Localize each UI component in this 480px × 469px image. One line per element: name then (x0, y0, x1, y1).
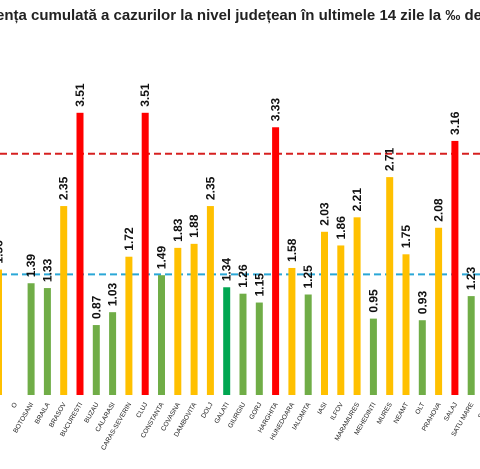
bar-satu-mare (467, 296, 475, 395)
value-label-brasov: 2.35 (57, 176, 71, 200)
value-label-constanta: 1.49 (155, 246, 169, 270)
chart-title: ența cumulată a cazurilor la nivel județ… (0, 7, 480, 24)
bar-hunedoara (288, 267, 296, 395)
category-label-neamt: NEAMT (393, 402, 411, 425)
category-label-dolj: DOLJ (200, 402, 214, 420)
bar-brasov (60, 206, 68, 395)
value-label-olt: 0.93 (415, 291, 429, 315)
category-label-o: O (10, 402, 19, 410)
bar-salaj (451, 140, 459, 395)
bar-cluj (141, 112, 149, 396)
value-label-satu-mare: 1.23 (464, 266, 478, 290)
bar-prahova (435, 227, 443, 395)
value-label-botosani: 1.39 (24, 254, 38, 278)
bar-bucuresti (76, 112, 84, 396)
value-label-braila: 1.33 (40, 258, 54, 282)
value-label-salaj: 3.16 (448, 111, 462, 135)
value-label-covasna: 1.83 (171, 218, 185, 242)
value-label-cluj: 3.51 (138, 83, 152, 107)
bar-mehedinti (369, 318, 377, 395)
value-label-neamt: 1.75 (399, 225, 413, 249)
value-label-giurgiu: 1.26 (236, 264, 250, 288)
category-label-iasi: IASI (316, 401, 328, 415)
value-label-gorj: 1.15 (252, 273, 266, 297)
bar-gorj (255, 302, 263, 395)
category-label-cluj: CLUJ (135, 402, 149, 420)
value-label-dolj: 2.35 (203, 176, 217, 200)
value-label-caras-severin: 1.72 (122, 227, 136, 251)
bar-unlabeled (0, 269, 2, 395)
category-label-gorj: GORJ (248, 402, 263, 421)
bar-galati (223, 287, 231, 395)
bar-caras-severin (125, 256, 133, 395)
value-label-galati: 1.34 (220, 258, 234, 282)
category-label-buzau: BUZAU (83, 401, 100, 424)
category-label-salaj: SALAJ (443, 402, 459, 423)
bar-ilfov (337, 245, 345, 395)
bar-mures (386, 177, 394, 395)
value-label-bucuresti: 3.51 (73, 83, 87, 107)
value-label-ialomita: 1.25 (301, 265, 315, 289)
value-label-calarasi: 1.03 (106, 283, 120, 307)
value-label-harghita: 3.33 (269, 98, 283, 122)
value-label-mures: 2.71 (383, 147, 397, 171)
value-label-mehedinti: 0.95 (366, 289, 380, 313)
value-label-prahova: 2.08 (432, 198, 446, 222)
bar-harghita (272, 127, 280, 395)
category-label-ilfov: ILFOV (329, 401, 345, 422)
category-label-olt: OLT (414, 402, 426, 416)
bar-constanta (158, 275, 165, 395)
value-label-buzau: 0.87 (89, 295, 103, 319)
bar-ialomita (304, 294, 312, 395)
value-label-ilfov: 1.86 (334, 216, 348, 240)
bar-dolj (206, 206, 214, 395)
bar-series (0, 112, 475, 396)
bar-iasi (321, 231, 328, 395)
value-labels: 1.56 1.39 1.33 2.35 3.51 0.871.03 1.72 3.51 1.49… (0, 83, 478, 319)
value-label-iasi: 2.03 (318, 202, 332, 226)
value-label-dambovita: 1.88 (187, 214, 201, 238)
bar-braila (43, 288, 51, 395)
category-label-caras-severin: CARAS-SEVERIN (100, 401, 133, 451)
bar-maramures (353, 217, 361, 395)
value-label-unlabeled: 1.56 (0, 240, 6, 264)
bar-covasna (174, 247, 182, 395)
bar-dambovita (190, 243, 198, 395)
bar-botosani (27, 283, 35, 395)
value-label-maramures: 2.21 (350, 188, 364, 212)
bar-buzau (92, 325, 100, 395)
bar-giurgiu (239, 293, 247, 395)
bar-olt (418, 320, 426, 395)
value-label-hunedoara: 1.58 (285, 238, 299, 262)
category-label-galati: GALATI (213, 401, 231, 425)
bar-calarasi (109, 312, 117, 395)
bar-neamt (402, 254, 410, 395)
